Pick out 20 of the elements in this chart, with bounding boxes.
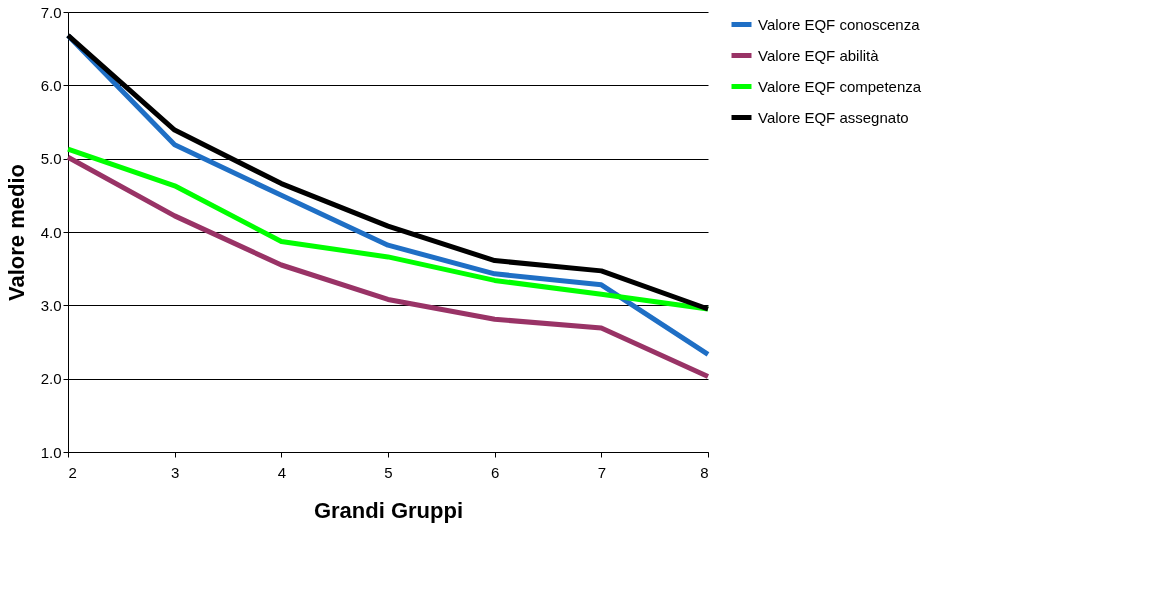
legend-label: Valore EQF abilità — [758, 46, 880, 64]
y-tick-label: 4.0 — [40, 223, 62, 241]
y-tick-label: 3.0 — [40, 296, 62, 314]
legend-label: Valore EQF competenza — [758, 77, 922, 95]
x-tick-label: 7 — [597, 463, 607, 481]
y-tick-label: 7.0 — [40, 3, 62, 21]
y-tick-label: 2.0 — [40, 370, 62, 388]
x-tick-label: 8 — [700, 463, 709, 481]
x-tick-label: 2 — [68, 463, 77, 481]
legend-label: Valore EQF assegnato — [758, 108, 909, 126]
y-tick-label: 1.0 — [40, 443, 62, 461]
legend-label: Valore EQF conoscenza — [758, 15, 921, 33]
x-axis-title: Grandi Gruppi — [313, 497, 464, 523]
y-axis-title: Valore medio — [3, 164, 29, 301]
y-tick-label: 6.0 — [40, 76, 62, 94]
x-tick-label: 6 — [490, 463, 500, 481]
x-tick-label: 4 — [277, 463, 287, 481]
x-tick-label: 3 — [170, 463, 180, 481]
y-tick-label: 5.0 — [40, 150, 62, 168]
x-tick-label: 5 — [384, 463, 393, 481]
